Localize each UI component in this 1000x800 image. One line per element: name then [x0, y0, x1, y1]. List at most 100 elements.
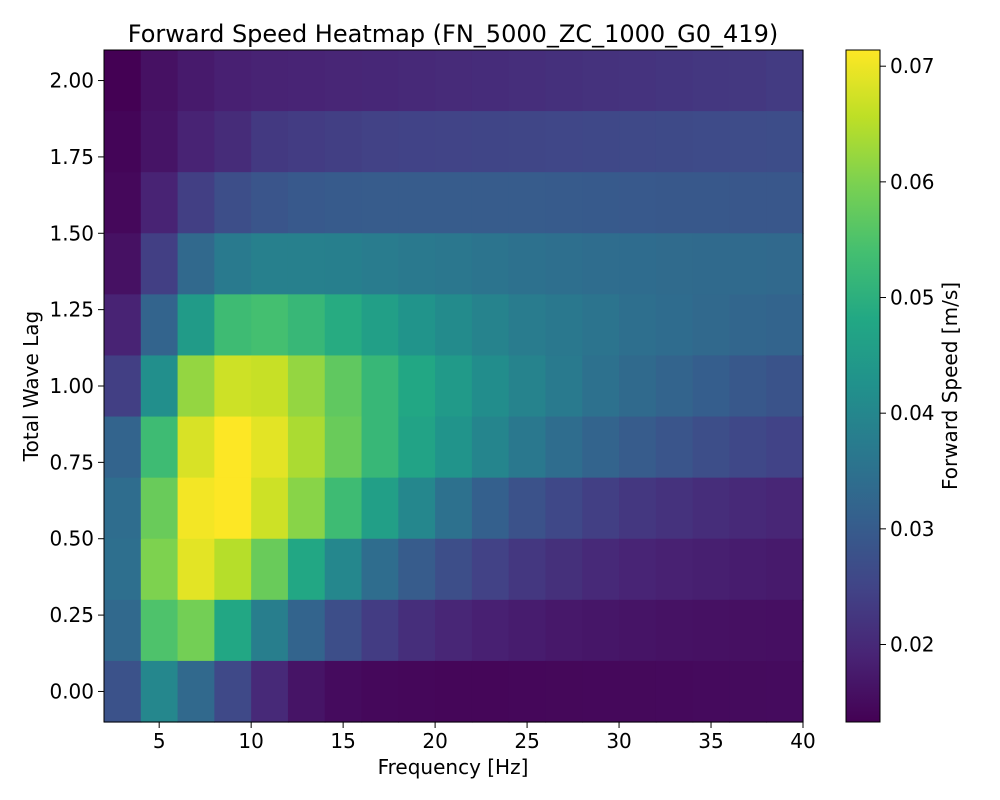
- heatmap-cell: [729, 599, 767, 662]
- heatmap-cell: [655, 294, 694, 357]
- heatmap-cell: [251, 660, 289, 723]
- heatmap-cell: [471, 538, 510, 601]
- heatmap-cell: [471, 294, 510, 357]
- heatmap-cell: [177, 538, 215, 601]
- heatmap-cell: [692, 477, 731, 540]
- heatmap-cell: [766, 355, 804, 418]
- heatmap-cell: [398, 172, 436, 234]
- y-tick-label: 2.00: [49, 69, 94, 93]
- heatmap-cell: [435, 294, 473, 357]
- heatmap-cell: [324, 233, 363, 295]
- heatmap-cell: [471, 172, 510, 234]
- heatmap-cell: [471, 355, 510, 418]
- heatmap-cell: [766, 233, 804, 295]
- y-tick-label: 0.75: [49, 450, 94, 474]
- heatmap-cell: [729, 172, 767, 234]
- heatmap-cells: [104, 50, 804, 723]
- heatmap-cell: [398, 50, 436, 112]
- heatmap-cell: [104, 660, 142, 723]
- heatmap-cell: [140, 294, 179, 357]
- heatmap-cell: [435, 538, 473, 601]
- x-tick-label: 25: [514, 729, 539, 753]
- heatmap-cell: [619, 294, 657, 357]
- heatmap-cell: [324, 660, 363, 723]
- heatmap-cell: [435, 660, 473, 723]
- heatmap-cell: [140, 355, 179, 418]
- heatmap-cell: [251, 294, 289, 357]
- heatmap-cell: [619, 172, 657, 234]
- heatmap-cell: [692, 172, 731, 234]
- heatmap-cell: [104, 599, 142, 662]
- heatmap-cell: [214, 111, 252, 173]
- colorbar-axis: 0.02 0.03 0.04 0.05 0.06 0.07: [880, 54, 935, 657]
- heatmap-cell: [287, 416, 326, 479]
- heatmap-cell: [545, 50, 583, 112]
- heatmap-cell: [104, 538, 142, 601]
- heatmap-cell: [766, 172, 804, 234]
- heatmap-cell: [508, 599, 547, 662]
- heatmap-cell: [140, 477, 179, 540]
- heatmap-cell: [766, 477, 804, 540]
- heatmap-cell: [104, 477, 142, 540]
- heatmap-cell: [361, 538, 399, 601]
- heatmap-cell: [619, 233, 657, 295]
- colorbar: [845, 49, 881, 723]
- heatmap-cell: [324, 172, 363, 234]
- heatmap-cell: [361, 660, 399, 723]
- heatmap-cell: [177, 355, 215, 418]
- heatmap-cell: [104, 111, 142, 173]
- heatmap-cell: [104, 416, 142, 479]
- heatmap-cell: [655, 50, 694, 112]
- heatmap-cell: [251, 538, 289, 601]
- heatmap-cell: [398, 416, 436, 479]
- heatmap-cell: [140, 599, 179, 662]
- heatmap-cell: [251, 172, 289, 234]
- y-tick-label: 0.50: [49, 527, 94, 551]
- heatmap-cell: [582, 538, 620, 601]
- heatmap-cell: [582, 50, 620, 112]
- heatmap-cell: [655, 538, 694, 601]
- colorbar-tick-label: 0.06: [890, 170, 935, 194]
- heatmap-cell: [545, 111, 583, 173]
- heatmap-cell: [361, 172, 399, 234]
- heatmap-cell: [729, 355, 767, 418]
- x-tick-label: 30: [606, 729, 631, 753]
- heatmap-cell: [729, 538, 767, 601]
- heatmap-cell: [287, 172, 326, 234]
- heatmap-cell: [251, 355, 289, 418]
- heatmap-cell: [766, 660, 804, 723]
- heatmap-cell: [766, 50, 804, 112]
- heatmap-cell: [582, 233, 620, 295]
- heatmap-cell: [692, 355, 731, 418]
- heatmap-cell: [471, 660, 510, 723]
- colorbar-tick-label: 0.03: [890, 517, 935, 541]
- heatmap-cell: [435, 172, 473, 234]
- y-tick-label: 1.25: [49, 298, 94, 322]
- heatmap-cell: [655, 111, 694, 173]
- x-tick-label: 5: [153, 729, 166, 753]
- heatmap-cell: [251, 477, 289, 540]
- heatmap-cell: [398, 477, 436, 540]
- heatmap-cell: [655, 416, 694, 479]
- heatmap-cell: [692, 416, 731, 479]
- heatmap-cell: [471, 477, 510, 540]
- heatmap-cell: [361, 50, 399, 112]
- heatmap-cell: [214, 50, 252, 112]
- heatmap-cell: [545, 416, 583, 479]
- heatmap-cell: [361, 111, 399, 173]
- colorbar-label: Forward Speed [m/s]: [938, 282, 962, 490]
- heatmap-cell: [324, 355, 363, 418]
- heatmap-cell: [177, 111, 215, 173]
- x-tick-label: 40: [790, 729, 815, 753]
- heatmap-cell: [545, 660, 583, 723]
- heatmap-cell: [324, 50, 363, 112]
- heatmap-cell: [729, 233, 767, 295]
- heatmap-cell: [177, 416, 215, 479]
- colorbar-tick-label: 0.07: [890, 54, 935, 78]
- heatmap-cell: [324, 294, 363, 357]
- heatmap-cell: [692, 538, 731, 601]
- heatmap-cell: [287, 50, 326, 112]
- heatmap-cell: [361, 477, 399, 540]
- heatmap-cell: [140, 172, 179, 234]
- heatmap-cell: [398, 538, 436, 601]
